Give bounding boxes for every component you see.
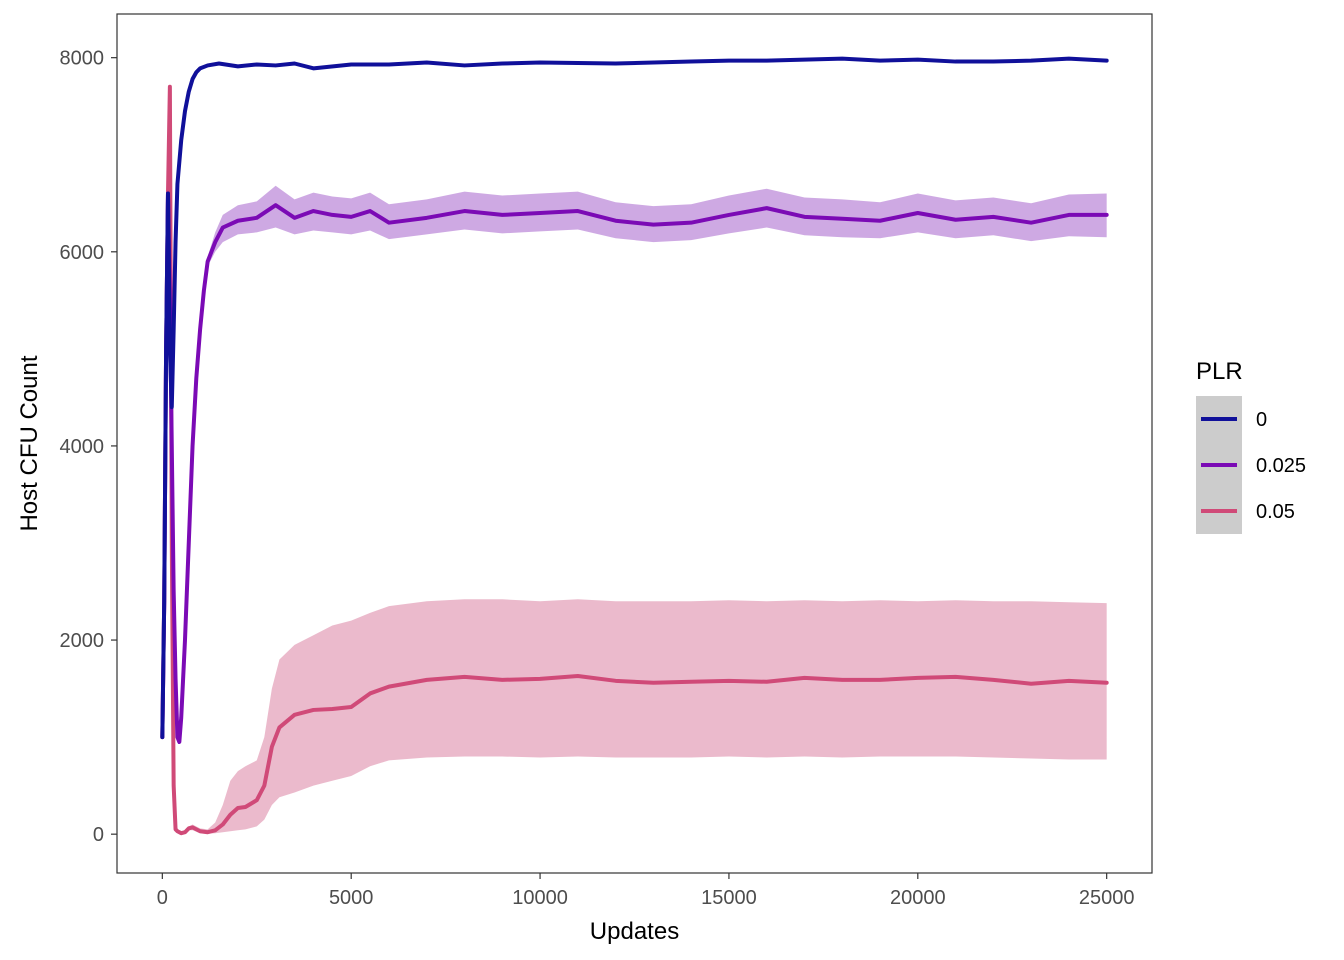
- y-axis: 0 2000 4000 6000 8000: [60, 48, 117, 846]
- legend-items: 0 0.025 0.05: [1201, 409, 1306, 523]
- x-tick-label: 0: [157, 887, 168, 909]
- x-tick-label: 5000: [329, 887, 374, 909]
- y-tick-label: 2000: [60, 630, 105, 652]
- x-tick-label: 15000: [701, 887, 757, 909]
- legend-label: 0.025: [1256, 455, 1306, 477]
- legend: PLR 0 0.025 0.05: [1196, 358, 1306, 534]
- x-tick-label: 10000: [512, 887, 568, 909]
- ribbon-series-2: [162, 86, 1107, 834]
- line-series-1: [160, 191, 1109, 744]
- x-axis: 0 5000 10000 15000 20000 25000: [157, 873, 1135, 909]
- x-tick-label: 25000: [1079, 887, 1135, 909]
- legend-title: PLR: [1196, 358, 1243, 385]
- y-tick-label: 6000: [60, 242, 105, 264]
- x-axis-title: Updates: [590, 918, 679, 945]
- legend-label: 0: [1256, 409, 1267, 431]
- ribbon-layer: [162, 57, 1107, 834]
- y-tick-label: 0: [93, 824, 104, 846]
- line-series-0: [160, 56, 1109, 740]
- legend-label: 0.05: [1256, 501, 1295, 523]
- line-series-2: [160, 84, 1109, 836]
- x-tick-label: 20000: [890, 887, 946, 909]
- y-axis-title: Host CFU Count: [16, 355, 43, 531]
- plot-panel-border: [116, 13, 1153, 874]
- line-layer: [160, 56, 1109, 836]
- y-tick-label: 8000: [60, 48, 105, 70]
- y-tick-label: 4000: [60, 436, 105, 458]
